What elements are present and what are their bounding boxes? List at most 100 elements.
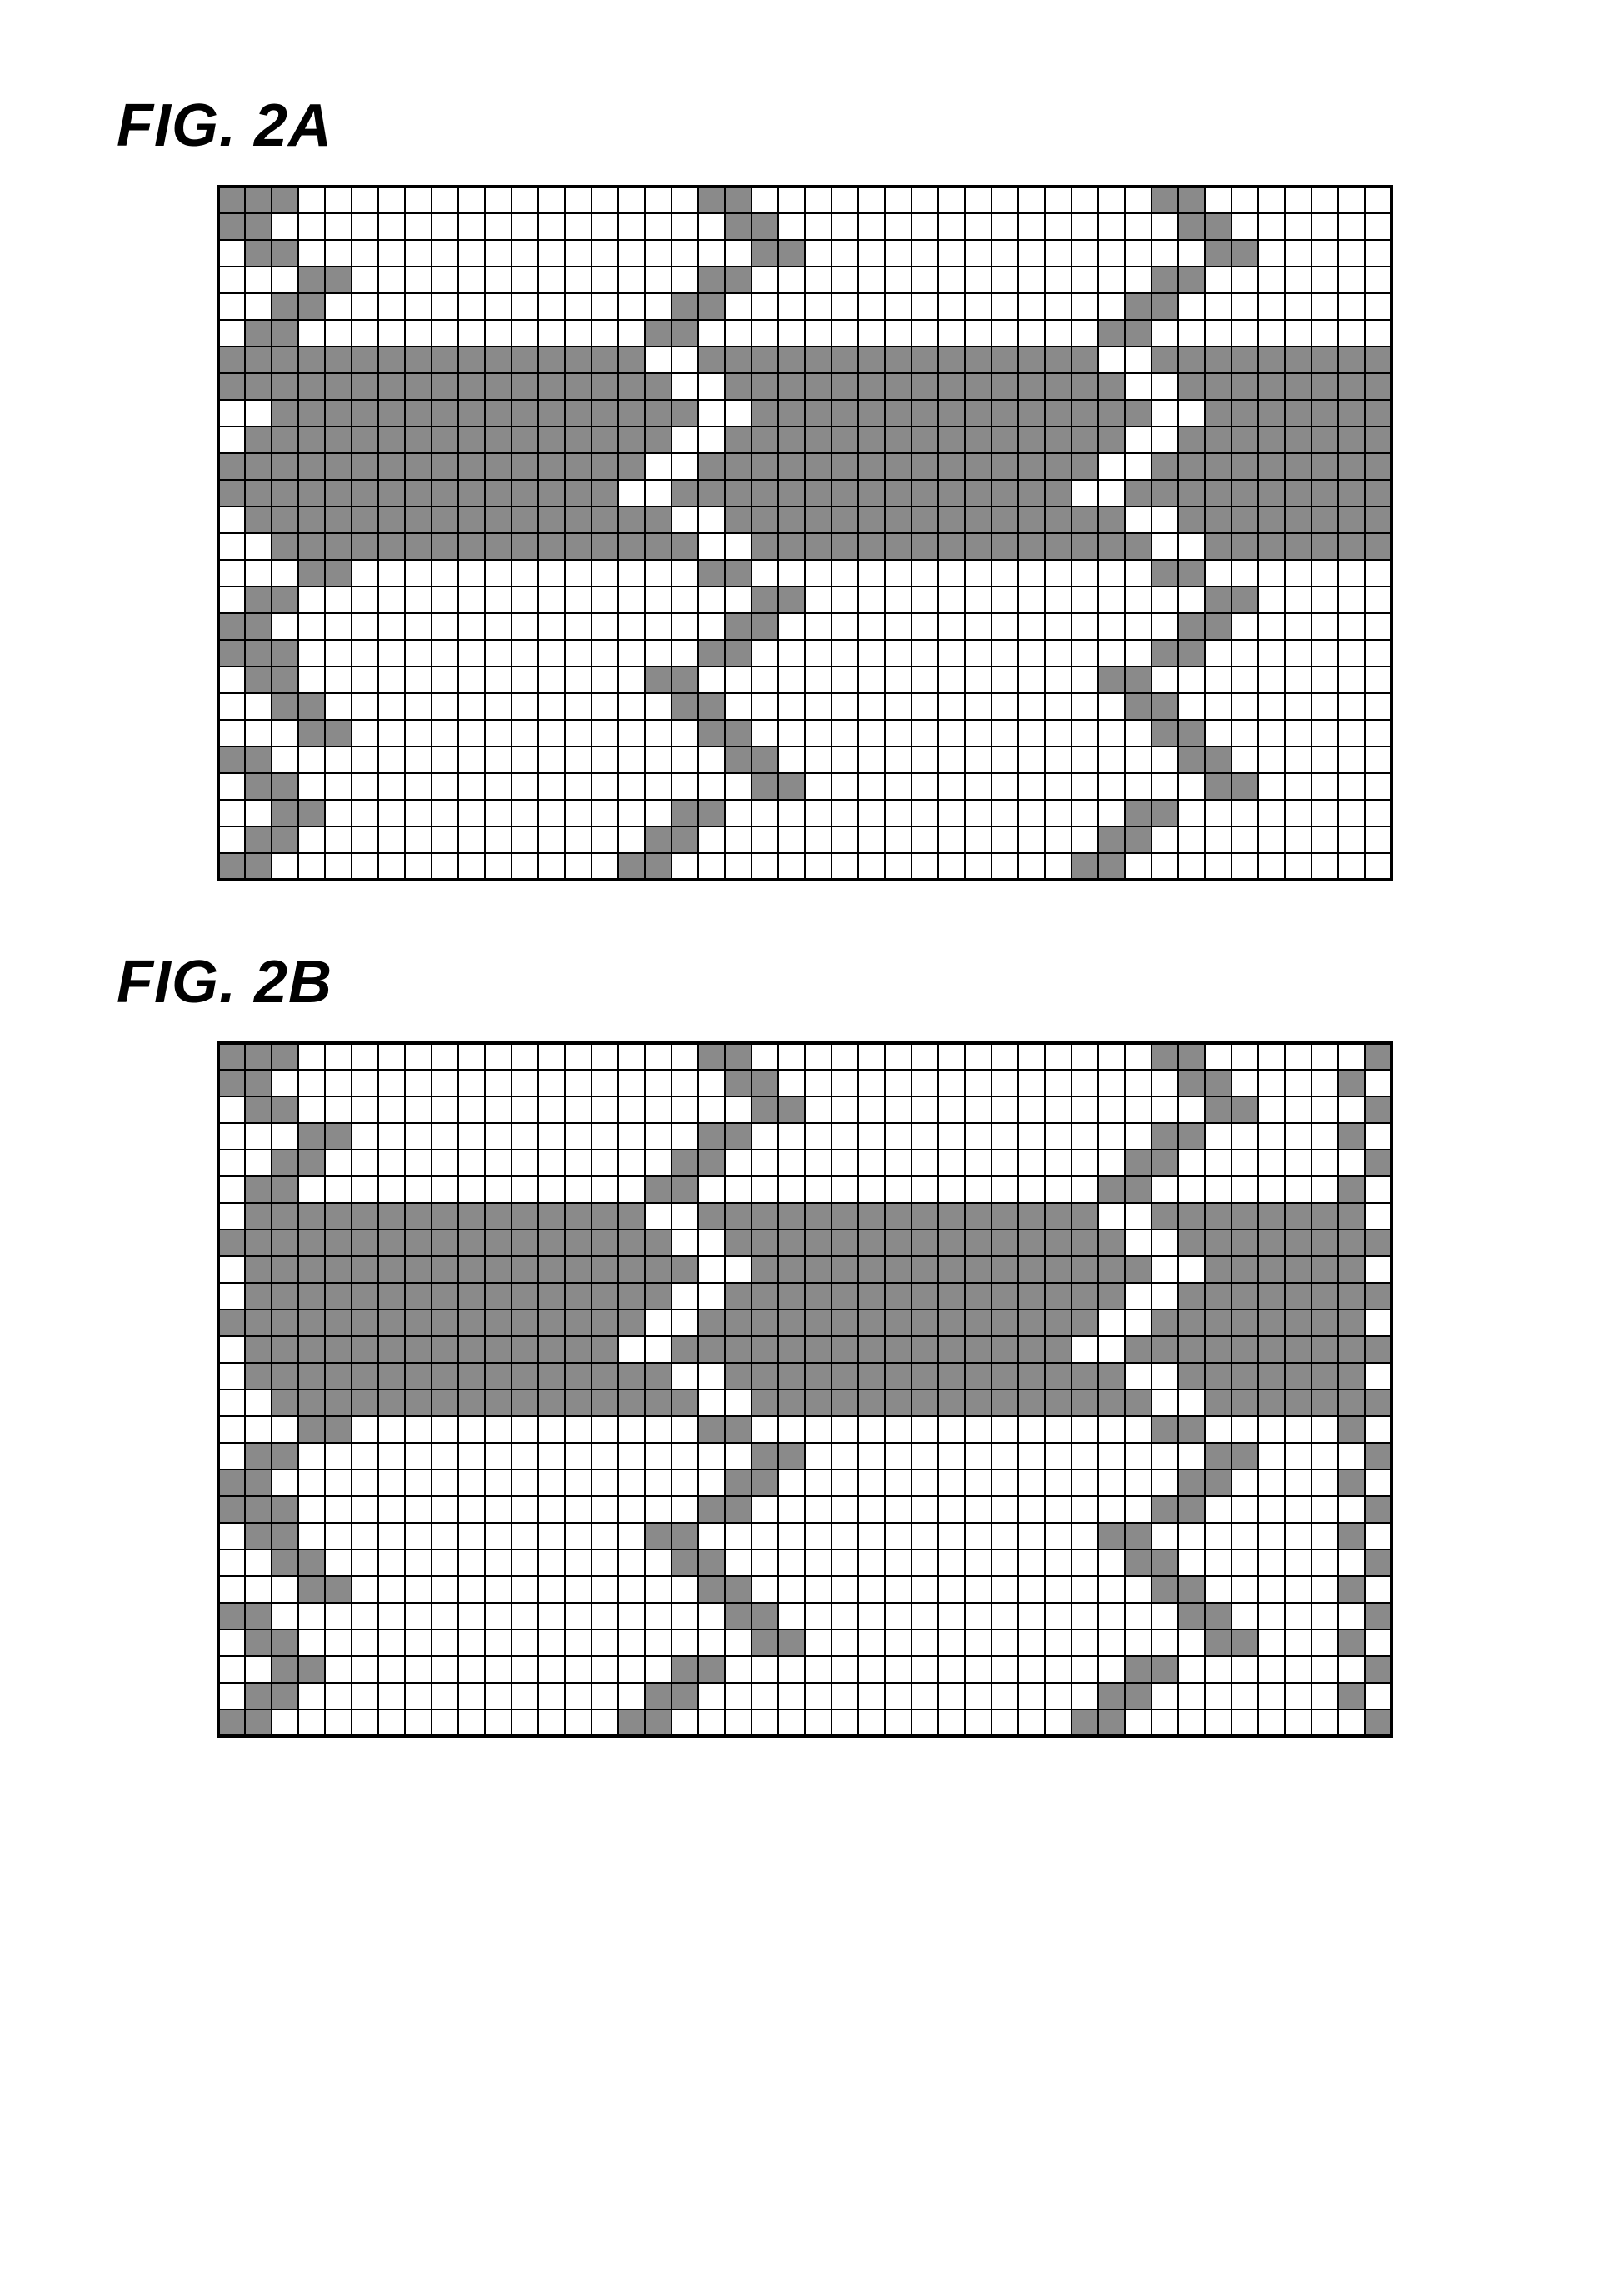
- grid-cell: [965, 480, 992, 507]
- grid-row: [218, 1603, 1392, 1630]
- grid-cell: [378, 507, 405, 533]
- grid-cell: [272, 586, 298, 613]
- grid-cell: [1312, 1283, 1338, 1310]
- grid-cell: [645, 1496, 672, 1523]
- grid-cell: [1232, 720, 1258, 746]
- grid-cell: [698, 1630, 725, 1656]
- grid-cell: [912, 1390, 938, 1416]
- grid-cell: [405, 1123, 432, 1150]
- grid-cell: [832, 213, 858, 240]
- grid-cell: [432, 1470, 458, 1496]
- grid-cell: [885, 720, 912, 746]
- grid-cell: [245, 400, 272, 427]
- grid-cell: [272, 1336, 298, 1363]
- grid-cell: [1072, 400, 1098, 427]
- grid-cell: [645, 480, 672, 507]
- grid-cell: [405, 1656, 432, 1683]
- grid-cell: [485, 1656, 512, 1683]
- grid-cell: [1232, 1043, 1258, 1070]
- grid-cell: [1072, 560, 1098, 586]
- grid-cell: [752, 1656, 778, 1683]
- grid-cell: [965, 1150, 992, 1176]
- grid-cell: [432, 347, 458, 373]
- grid-cell: [698, 1283, 725, 1310]
- grid-cell: [1125, 1576, 1152, 1603]
- grid-cell: [485, 1256, 512, 1283]
- grid-cell: [1018, 560, 1045, 586]
- grid-cell: [458, 746, 485, 773]
- grid-cell: [1018, 453, 1045, 480]
- grid-cell: [992, 1496, 1018, 1523]
- grid-cell: [698, 1656, 725, 1683]
- grid-cell: [218, 720, 245, 746]
- grid-cell: [458, 267, 485, 293]
- grid-cell: [618, 1416, 645, 1443]
- grid-cell: [405, 800, 432, 826]
- grid-cell: [1232, 1070, 1258, 1096]
- grid-cell: [938, 746, 965, 773]
- grid-cell: [885, 1150, 912, 1176]
- grid-cell: [298, 853, 325, 880]
- grid-cell: [832, 1656, 858, 1683]
- grid-cell: [565, 507, 592, 533]
- grid-cell: [272, 213, 298, 240]
- grid-cell: [1232, 1683, 1258, 1710]
- grid-cell: [245, 213, 272, 240]
- grid-cell: [832, 1523, 858, 1550]
- grid-cell: [325, 1496, 352, 1523]
- grid-cell: [432, 1043, 458, 1070]
- grid-cell: [298, 240, 325, 267]
- grid-cell: [218, 773, 245, 800]
- grid-cell: [485, 1710, 512, 1736]
- grid-cell: [938, 347, 965, 373]
- grid-cell: [1072, 1603, 1098, 1630]
- grid-cell: [1178, 1176, 1205, 1203]
- grid-cell: [778, 1043, 805, 1070]
- grid-cell: [1045, 453, 1072, 480]
- grid-cell: [645, 533, 672, 560]
- grid-cell: [965, 1656, 992, 1683]
- grid-cell: [218, 1576, 245, 1603]
- grid-cell: [1178, 1043, 1205, 1070]
- grid-cell: [325, 1416, 352, 1443]
- grid-cell: [1232, 453, 1258, 480]
- grid-cell: [298, 666, 325, 693]
- grid-row: [218, 1096, 1392, 1123]
- grid-cell: [1098, 453, 1125, 480]
- grid-cell: [1098, 347, 1125, 373]
- grid-cell: [1178, 1443, 1205, 1470]
- grid-cell: [565, 613, 592, 640]
- grid-cell: [672, 1576, 698, 1603]
- grid-cell: [1018, 1443, 1045, 1470]
- grid-cell: [512, 293, 538, 320]
- grid-cell: [1152, 1443, 1178, 1470]
- grid-cell: [1125, 373, 1152, 400]
- grid-cell: [725, 533, 752, 560]
- grid-cell: [1072, 453, 1098, 480]
- grid-cell: [245, 320, 272, 347]
- grid-cell: [1285, 1176, 1312, 1203]
- grid-cell: [858, 1176, 885, 1203]
- grid-cell: [485, 1523, 512, 1550]
- grid-cell: [405, 1496, 432, 1523]
- grid-cell: [565, 746, 592, 773]
- grid-cell: [432, 1203, 458, 1230]
- grid-cell: [645, 1416, 672, 1443]
- grid-cell: [432, 1656, 458, 1683]
- grid-cell: [805, 400, 832, 427]
- grid-cell: [378, 1336, 405, 1363]
- grid-cell: [858, 1043, 885, 1070]
- grid-cell: [938, 427, 965, 453]
- grid-cell: [298, 1310, 325, 1336]
- grid-cell: [1072, 480, 1098, 507]
- grid-cell: [1232, 400, 1258, 427]
- grid-cell: [1312, 293, 1338, 320]
- grid-cell: [1232, 507, 1258, 533]
- grid-cell: [512, 1230, 538, 1256]
- grid-cell: [325, 1523, 352, 1550]
- grid-cell: [778, 1550, 805, 1576]
- grid-cell: [672, 320, 698, 347]
- grid-cell: [1045, 1123, 1072, 1150]
- grid-cell: [432, 507, 458, 533]
- grid-cell: [352, 320, 378, 347]
